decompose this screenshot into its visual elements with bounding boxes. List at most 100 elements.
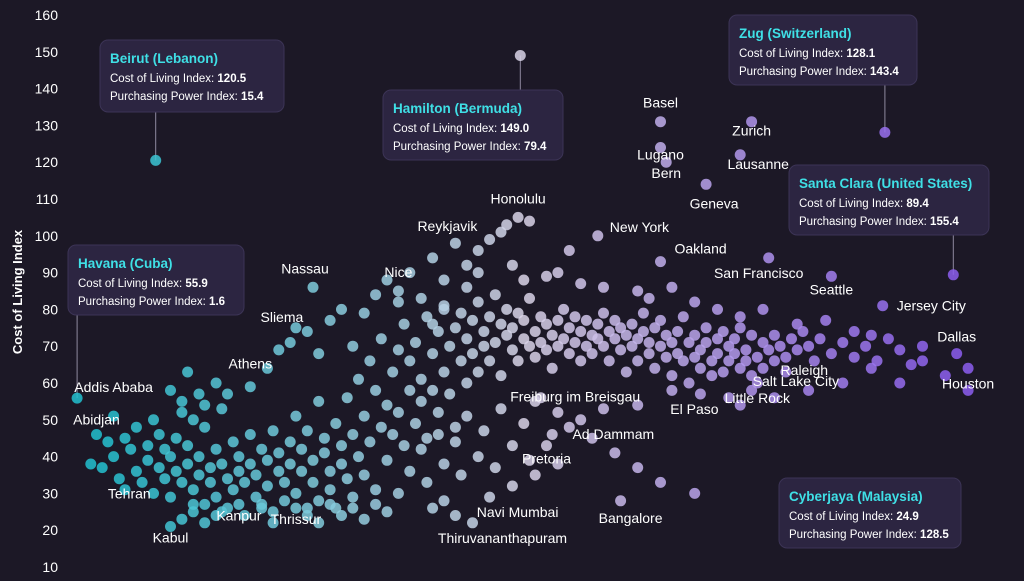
annotation-power-label: Purchasing Power Index: (799, 216, 930, 228)
data-point (797, 326, 809, 337)
data-point (261, 454, 273, 466)
data-point (729, 348, 740, 360)
data-point (626, 318, 638, 330)
data-point (575, 355, 587, 367)
data-point (261, 362, 273, 374)
data-point (455, 307, 467, 319)
data-point (700, 337, 712, 348)
data-point (740, 344, 752, 356)
data-point (91, 429, 102, 440)
data-point (358, 410, 370, 422)
data-point (506, 259, 518, 271)
data-point (546, 329, 558, 341)
annotation-power-value: 155.4 (930, 216, 959, 228)
data-point (233, 498, 245, 510)
city-label: El Paso (670, 401, 718, 417)
data-point (341, 392, 353, 404)
data-point (541, 344, 552, 356)
data-point (700, 178, 712, 190)
data-point (324, 484, 336, 496)
data-point (370, 498, 382, 510)
data-point (524, 340, 535, 352)
data-point (210, 491, 222, 503)
data-point (524, 454, 535, 466)
city-label: Dallas (937, 329, 976, 345)
data-point (176, 395, 188, 407)
data-point (655, 256, 666, 268)
city-label: Raleigh (781, 362, 828, 378)
y-tick-label: 80 (42, 301, 58, 317)
data-point (541, 270, 552, 282)
data-point (660, 351, 672, 363)
data-point (723, 340, 735, 352)
city-label: Lausanne (727, 156, 789, 172)
data-point (535, 337, 547, 348)
data-point (751, 351, 763, 363)
data-point (307, 454, 319, 466)
data-point (193, 469, 205, 481)
data-point (786, 333, 797, 345)
data-point (825, 348, 837, 360)
data-point (358, 307, 370, 319)
data-point (438, 495, 450, 507)
data-point (814, 333, 826, 345)
data-point (85, 458, 97, 470)
data-points (71, 50, 974, 532)
data-point (962, 362, 974, 374)
data-point (330, 418, 342, 429)
annotation-cost-value: 89.4 (906, 198, 929, 210)
data-point (193, 451, 205, 463)
data-point (569, 311, 581, 323)
data-point (267, 517, 279, 529)
data-point (706, 370, 718, 382)
city-label: Abidjan (73, 412, 120, 428)
annotation-title: Santa Clara (United States) (799, 176, 972, 191)
data-point (837, 377, 849, 389)
data-point (666, 384, 678, 396)
data-point (290, 322, 302, 334)
annotation-power: Purchasing Power Index: 1.6 (78, 296, 225, 308)
data-point (130, 421, 142, 433)
data-point (284, 436, 296, 448)
data-point (734, 362, 746, 374)
city-label: Reykjavik (417, 218, 478, 234)
data-point (301, 425, 313, 437)
data-point (449, 436, 461, 448)
data-point (273, 465, 285, 477)
annotation-power: Purchasing Power Index: 79.4 (393, 141, 547, 153)
data-point (421, 476, 433, 488)
data-point (563, 322, 575, 334)
data-point (432, 406, 444, 418)
data-point (666, 281, 678, 293)
data-point (284, 458, 296, 470)
data-point (284, 337, 296, 348)
data-point (632, 462, 644, 474)
data-point (484, 491, 496, 503)
data-point (472, 296, 484, 308)
city-label: Nice (384, 264, 412, 280)
data-point (375, 333, 387, 345)
data-point (825, 270, 837, 282)
data-point (324, 314, 336, 326)
data-point (222, 502, 233, 514)
data-point (176, 476, 188, 488)
annotation-power: Purchasing Power Index: 155.4 (799, 216, 959, 228)
data-point (472, 267, 484, 279)
data-point (267, 506, 279, 518)
city-label: Kanpur (216, 507, 261, 523)
data-point (615, 495, 627, 507)
data-point (632, 355, 644, 367)
data-point (392, 406, 404, 418)
data-point (529, 469, 541, 481)
data-point (917, 355, 928, 367)
data-point (336, 510, 347, 521)
data-point (410, 337, 421, 348)
data-point (575, 414, 587, 426)
data-point (837, 337, 849, 348)
annotation-card: Zug (Switzerland) Cost of Living Index: 1… (728, 14, 918, 86)
data-point (529, 326, 541, 337)
data-point (273, 344, 285, 356)
data-point (472, 366, 484, 378)
city-label: Thrissur (271, 511, 322, 527)
data-point (222, 473, 233, 485)
